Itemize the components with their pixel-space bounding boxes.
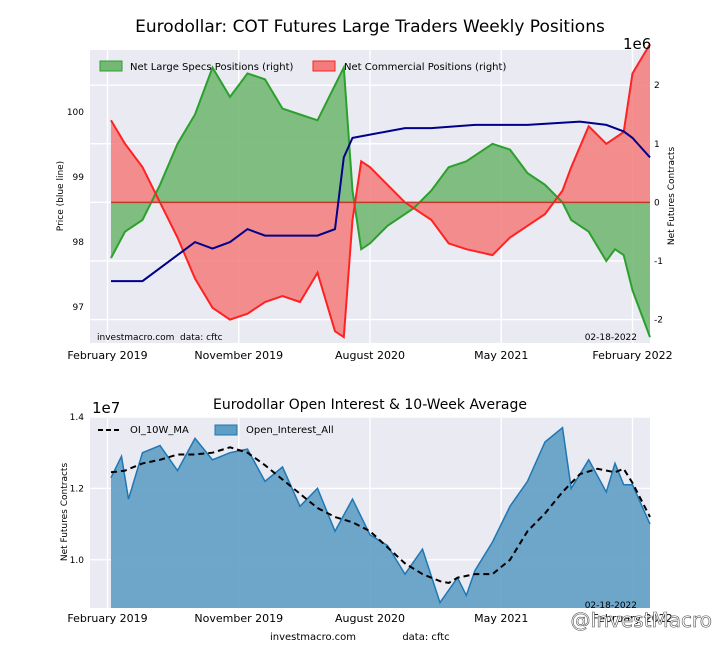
x-tick-label: August 2020 <box>335 349 405 362</box>
x-tick-label: February 2019 <box>67 612 147 625</box>
price-line <box>111 120 651 283</box>
footer-data: data: cftc <box>402 632 449 643</box>
x-tick-label: February 2022 <box>592 612 672 625</box>
x-tick-label: November 2019 <box>194 349 283 362</box>
open-interest-line <box>110 426 651 605</box>
left-tick-label: 99 <box>73 173 85 183</box>
x-tick-label: November 2019 <box>194 612 283 625</box>
legend-label-specs: Net Large Specs Positions (right) <box>130 62 294 73</box>
legend-label-ma: OI_10W_MA <box>130 425 189 436</box>
legend-swatch-oi <box>214 424 238 436</box>
x-tick-label: May 2021 <box>474 612 528 625</box>
right-tick-label: 2 <box>654 81 660 91</box>
left-axis-label: Price (blue line) <box>56 161 66 231</box>
right-tick-label: -2 <box>654 316 663 326</box>
x-tick-label: February 2022 <box>592 349 672 362</box>
watermark: @InvestMacro <box>570 608 712 632</box>
specs-line <box>110 63 651 338</box>
x-tick-label: February 2019 <box>67 349 147 362</box>
date-label: 02-18-2022 <box>585 601 637 611</box>
specs-area <box>111 67 650 338</box>
commercial-line <box>110 43 651 339</box>
x-tick-label: May 2021 <box>474 349 528 362</box>
y-tick-label: 1.0 <box>70 556 85 566</box>
y-tick-label: 1.2 <box>70 484 84 494</box>
y-axis-label: Net Futures Contracts <box>60 463 70 562</box>
chart-title-top: Eurodollar: COT Futures Large Traders We… <box>135 17 605 37</box>
footer-source: investmacro.com <box>270 632 356 643</box>
footer-source: investmacro.com <box>97 333 174 343</box>
chart-title-bottom: Eurodollar Open Interest & 10-Week Avera… <box>213 397 527 413</box>
ma-line <box>110 446 651 585</box>
commercial-area <box>111 44 650 338</box>
right-tick-label: -1 <box>654 257 663 267</box>
legend-label-commercial: Net Commercial Positions (right) <box>344 62 506 73</box>
right-tick-label: 0 <box>654 198 660 208</box>
right-tick-label: 1 <box>654 140 660 150</box>
legend-swatch-specs <box>99 60 123 72</box>
right-axis-multiplier: 1e6 <box>623 35 651 53</box>
legend-swatch-commercial <box>312 60 336 72</box>
legend-label-oi: Open_Interest_All <box>246 425 334 436</box>
y-axis-multiplier: 1e7 <box>92 399 120 417</box>
x-tick-label: August 2020 <box>335 612 405 625</box>
open-interest-area <box>111 427 650 608</box>
left-tick-label: 100 <box>67 108 84 118</box>
right-axis-label: Net Futures Contracts <box>667 147 677 246</box>
left-tick-label: 97 <box>73 303 84 313</box>
left-tick-label: 98 <box>73 238 85 248</box>
date-label: 02-18-2022 <box>585 333 637 343</box>
footer-data: data: cftc <box>180 333 223 343</box>
y-tick-label: 1.4 <box>70 413 85 423</box>
